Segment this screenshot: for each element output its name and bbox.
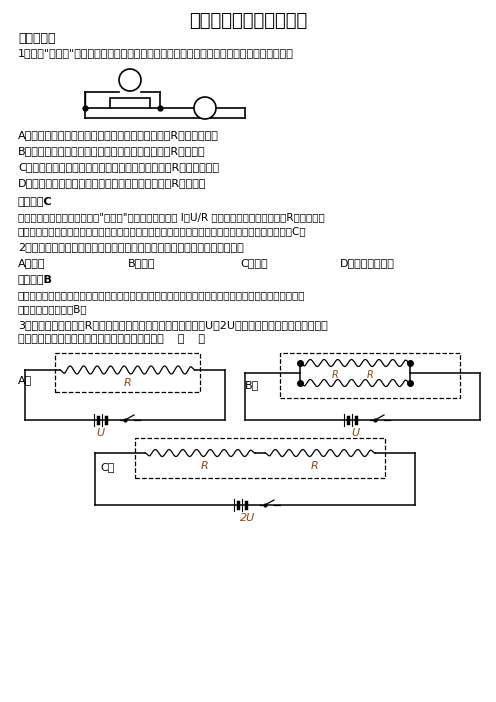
Bar bbox=[135, 438, 385, 478]
Circle shape bbox=[194, 97, 216, 119]
Text: 初三上学期期末物理试卷: 初三上学期期末物理试卷 bbox=[189, 12, 307, 30]
Bar bbox=[280, 353, 460, 398]
Text: R: R bbox=[311, 461, 319, 471]
Text: C．变大: C．变大 bbox=[240, 258, 268, 268]
Text: 【详解】平面镜所成的像与物体是等大的，所以当人远离平面镜时，视觉上感觉像在变小，但实际上像的: 【详解】平面镜所成的像与物体是等大的，所以当人远离平面镜时，视觉上感觉像在变小，… bbox=[18, 290, 306, 300]
Text: 一、选择题: 一、选择题 bbox=[18, 32, 56, 45]
Text: C．: C． bbox=[100, 462, 115, 472]
Text: 大小并没有变，故选B。: 大小并没有变，故选B。 bbox=[18, 304, 88, 314]
Text: A: A bbox=[201, 102, 209, 112]
Text: A．变小: A．变小 bbox=[18, 258, 46, 268]
Text: A．: A． bbox=[18, 375, 32, 385]
Text: 阻并联后的总电阻，因为电压表的分流作用，电流测量值偏大，而电压测量值准确，即会偏小，故选C。: 阻并联后的总电阻，因为电压表的分流作用，电流测量值偏大，而电压测量值准确，即会偏… bbox=[18, 226, 307, 236]
Text: B．测量值偏大，测得值可等效为电流表内阻和电阻R的总电阻: B．测量值偏大，测得值可等效为电流表内阻和电阻R的总电阻 bbox=[18, 146, 206, 156]
Text: B．: B． bbox=[245, 380, 259, 390]
Text: 2U: 2U bbox=[241, 513, 255, 523]
Text: B．不变: B．不变 bbox=[128, 258, 156, 268]
Text: R: R bbox=[124, 378, 131, 388]
Text: 【解析】由图知道，采用的是"伏安法"外接法测电阻，由 I＝U/R 知道，电阻测量值等于电阻R与电压表内: 【解析】由图知道，采用的是"伏安法"外接法测电阻，由 I＝U/R 知道，电阻测量… bbox=[18, 212, 325, 222]
Text: C．测量值偏小，测得值可等效为电压表内阻和电阻R并联的总电阻: C．测量值偏小，测得值可等效为电压表内阻和电阻R并联的总电阻 bbox=[18, 162, 219, 172]
Text: R: R bbox=[201, 461, 209, 471]
Bar bbox=[110, 98, 150, 108]
Text: V: V bbox=[126, 74, 134, 84]
Text: A．测量值偏大，测得值可等效为电压表内阻和电阻R并联的总电阻: A．测量值偏大，测得值可等效为电压表内阻和电阻R并联的总电阻 bbox=[18, 130, 219, 140]
Text: R: R bbox=[332, 370, 338, 380]
Text: 1．利用"伏安法"测电阻的部分电路如图所示，关于测量误差和产生原因，下列说法正确的是: 1．利用"伏安法"测电阻的部分电路如图所示，关于测量误差和产生原因，下列说法正确… bbox=[18, 48, 294, 58]
Bar bbox=[55, 353, 200, 392]
Circle shape bbox=[119, 69, 141, 91]
Text: 3．如图所示，阻值为R的电阻丝，用四种方法分别接在电压为U或2U的电源上。闭合开关后，在相同: 3．如图所示，阻值为R的电阻丝，用四种方法分别接在电压为U或2U的电源上。闭合开… bbox=[18, 320, 328, 330]
Text: U: U bbox=[351, 428, 359, 438]
Text: R: R bbox=[126, 98, 134, 108]
Text: U: U bbox=[96, 428, 104, 438]
Text: 时间内，虚线框里的电阻丝产生的总热量最多的是    （    ）: 时间内，虚线框里的电阻丝产生的总热量最多的是 （ ） bbox=[18, 334, 205, 344]
Text: D．测量值偏小，测得值可等效为电流表内阻和电阻R的总电阻: D．测量值偏小，测得值可等效为电流表内阻和电阻R的总电阻 bbox=[18, 178, 206, 188]
Text: 【答案】B: 【答案】B bbox=[18, 274, 53, 284]
Text: R: R bbox=[367, 370, 373, 380]
Text: 2．舞蹈演员利用平面镜矫正舞姿，逐渐向远离平面镜方向移动时，镜中的像: 2．舞蹈演员利用平面镜矫正舞姿，逐渐向远离平面镜方向移动时，镜中的像 bbox=[18, 242, 244, 252]
Text: D．先变大再变小: D．先变大再变小 bbox=[340, 258, 395, 268]
Text: 【答案】C: 【答案】C bbox=[18, 196, 53, 206]
